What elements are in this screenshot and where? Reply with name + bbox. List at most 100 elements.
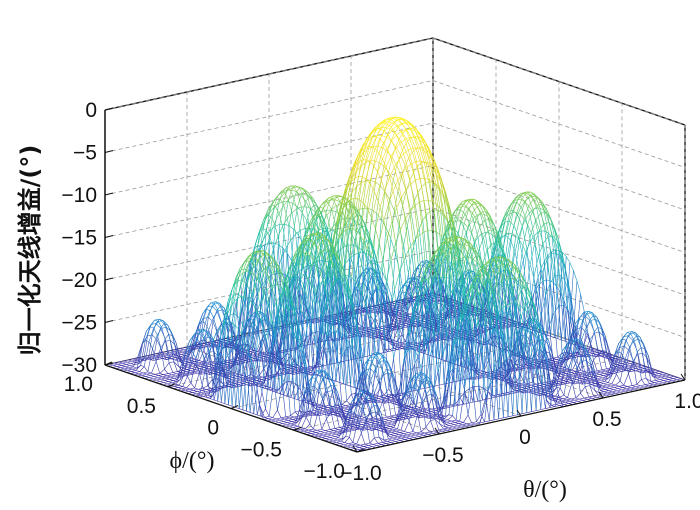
- mesh-line: [291, 363, 297, 366]
- mesh-line: [475, 377, 481, 380]
- mesh-line: [428, 432, 434, 435]
- mesh-line: [390, 242, 396, 260]
- mesh-line: [668, 378, 674, 380]
- mesh-line: [512, 388, 518, 390]
- mesh-line: [300, 195, 306, 202]
- mesh-line: [166, 327, 172, 333]
- mesh-line: [265, 387, 271, 389]
- mesh-line: [336, 406, 341, 409]
- mesh-line: [190, 358, 197, 384]
- mesh-line: [362, 447, 368, 449]
- mesh-line: [166, 374, 172, 377]
- mesh-line: [393, 347, 399, 349]
- mesh-line: [560, 375, 566, 378]
- mesh-line: [325, 199, 331, 203]
- mesh-line: [389, 329, 395, 332]
- mesh-line: [504, 220, 510, 223]
- mesh-line: [264, 333, 270, 336]
- mesh-line: [264, 236, 270, 254]
- mesh-line: [390, 370, 396, 396]
- mesh-line: [542, 281, 548, 336]
- mesh-line: [207, 367, 213, 370]
- mesh-line: [338, 246, 344, 252]
- mesh-line: [269, 207, 275, 214]
- mesh-line: [540, 295, 546, 317]
- mesh-line: [353, 287, 360, 388]
- mesh-line: [551, 237, 558, 287]
- mesh-line: [586, 347, 592, 350]
- mesh-line: [480, 211, 486, 213]
- mesh-line: [460, 206, 466, 222]
- mesh-line: [387, 439, 393, 442]
- mesh-line: [625, 389, 630, 392]
- mesh-line: [653, 383, 659, 386]
- mesh-line: [462, 423, 468, 426]
- mesh-line: [161, 351, 166, 353]
- mesh-line: [466, 422, 472, 425]
- mesh-line: [162, 357, 168, 359]
- mesh-line: [241, 334, 247, 412]
- mesh-line: [302, 391, 308, 417]
- mesh-line: [606, 367, 612, 370]
- mesh-line: [552, 235, 558, 241]
- mesh-line: [560, 292, 566, 342]
- mesh-line: [264, 338, 270, 390]
- mesh-line: [363, 146, 369, 160]
- mesh-line: [426, 394, 432, 396]
- mesh-line: [174, 385, 180, 387]
- mesh-line: [190, 369, 196, 371]
- mesh-line: [198, 333, 204, 338]
- mesh-line: [374, 395, 380, 398]
- mesh-line: [543, 210, 549, 234]
- mesh-line: [536, 409, 541, 411]
- mesh-line: [280, 416, 286, 419]
- mesh-line: [601, 386, 607, 389]
- mesh-line: [592, 396, 598, 399]
- mesh-line: [169, 377, 175, 380]
- mesh-line: [473, 201, 479, 203]
- mesh-line: [599, 381, 605, 383]
- mesh-line: [381, 166, 387, 181]
- mesh-line: [334, 199, 340, 202]
- mesh-line: [205, 336, 210, 339]
- mesh-line: [470, 241, 476, 269]
- mesh-line: [114, 361, 120, 364]
- mesh-line: [452, 425, 458, 428]
- mesh-line: [309, 237, 315, 243]
- mesh-line: [206, 396, 212, 398]
- mesh-line: [657, 374, 663, 377]
- mesh-line: [393, 336, 399, 359]
- mesh-line: [219, 302, 225, 308]
- mesh-line: [350, 419, 356, 422]
- mesh-line: [465, 424, 471, 427]
- mesh-line: [498, 281, 504, 284]
- mesh-line: [389, 199, 395, 211]
- mesh-line: [394, 302, 400, 304]
- mesh-line: [389, 435, 395, 438]
- mesh-line: [401, 189, 407, 198]
- mesh-line: [315, 431, 321, 433]
- mesh-line: [372, 445, 377, 447]
- mesh-line: [636, 379, 642, 385]
- mesh-line: [325, 429, 331, 431]
- mesh-line: [193, 370, 199, 373]
- mesh-line: [391, 135, 397, 142]
- mesh-line: [369, 437, 375, 444]
- mesh-line: [342, 333, 348, 386]
- mesh-line: [491, 396, 497, 399]
- mesh-line: [511, 271, 517, 295]
- mesh-line: [554, 397, 560, 399]
- mesh-line: [170, 349, 176, 351]
- mesh-line: [291, 189, 297, 193]
- mesh-line: [631, 384, 637, 386]
- mesh-line: [131, 359, 137, 362]
- mesh-line: [422, 149, 428, 154]
- mesh-line: [201, 309, 207, 322]
- mesh-line: [297, 206, 303, 213]
- mesh-line: [432, 290, 438, 298]
- mesh-line: [290, 369, 296, 372]
- mesh-line: [503, 416, 509, 419]
- mesh-line: [387, 398, 393, 404]
- mesh-line: [360, 178, 367, 201]
- mesh-line: [304, 429, 309, 432]
